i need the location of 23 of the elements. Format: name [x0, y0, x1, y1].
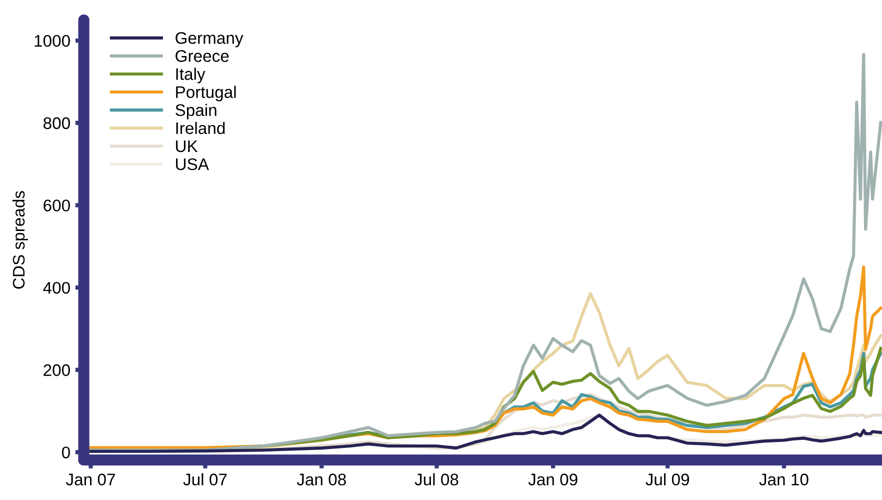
x-tick-label: Jan 08: [296, 474, 346, 486]
x-tick-label: Jul 07: [183, 473, 227, 486]
legend-label: USA: [176, 158, 209, 170]
legend-label: Portugal: [176, 86, 236, 102]
legend-label: Spain: [176, 104, 216, 120]
legend-label: Italy: [176, 68, 206, 84]
y-tick-label: 200: [44, 364, 70, 376]
legend-label: UK: [176, 140, 198, 152]
line-series: [89, 414, 882, 453]
y-axis-title: CDS spreads: [12, 191, 28, 289]
x-tick-label: Jan 09: [528, 474, 578, 486]
x-tick-label: Jul 08: [414, 473, 458, 486]
legend-label: Germany: [176, 32, 244, 48]
y-tick-label: 400: [43, 282, 70, 294]
legend-label: Ireland: [176, 122, 225, 134]
x-tick-label: Jul 09: [646, 473, 690, 486]
y-tick-label: 800: [44, 117, 70, 130]
y-tick-label: 600: [44, 200, 70, 212]
x-tick-label: Jan 07: [66, 474, 115, 486]
legend-label: Greece: [176, 50, 229, 62]
x-tick-label: Jan 10: [759, 474, 808, 486]
y-tick-label: 0: [62, 446, 70, 458]
y-tick-label: 1000: [34, 34, 70, 47]
